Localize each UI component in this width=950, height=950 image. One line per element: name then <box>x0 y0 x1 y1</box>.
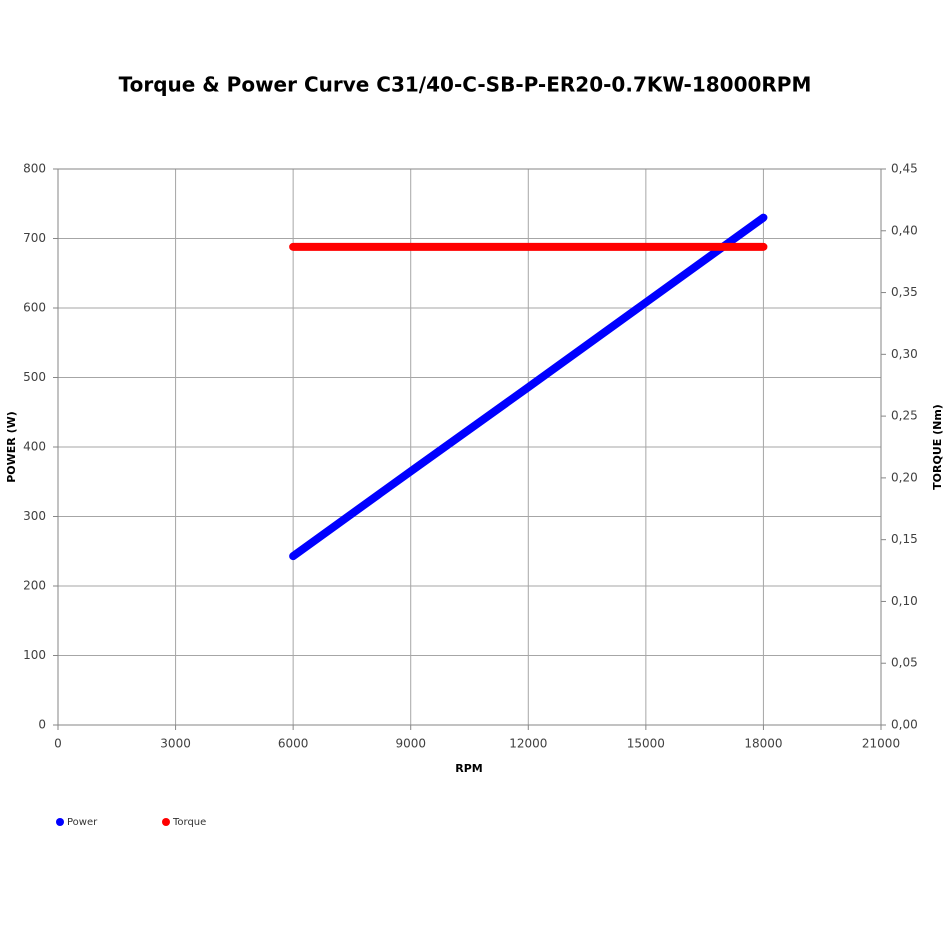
x-tick-label: 0 <box>54 737 62 751</box>
y2-tick-label: 0,10 <box>891 594 918 608</box>
legend-marker <box>162 818 170 826</box>
y2-tick-label: 0,05 <box>891 656 918 670</box>
y2-tick-label: 0,35 <box>891 285 918 299</box>
x-tick-label: 3000 <box>160 737 191 751</box>
y-tick-label: 500 <box>23 370 46 384</box>
y2-tick-label: 0,15 <box>891 532 918 546</box>
legend-label: Power <box>67 817 98 828</box>
y2-axis-title: TORQUE (Nm) <box>931 404 944 490</box>
legend-marker <box>56 818 64 826</box>
y-tick-label: 0 <box>38 718 46 732</box>
x-axis-title: RPM <box>455 762 482 775</box>
x-tick-label: 9000 <box>395 737 426 751</box>
y2-tick-label: 0,20 <box>891 470 918 484</box>
y2-tick-label: 0,40 <box>891 223 918 237</box>
y2-tick-label: 0,45 <box>891 162 918 176</box>
y-tick-label: 300 <box>23 509 46 523</box>
plot-border <box>57 168 882 726</box>
y-tick-label: 200 <box>23 579 46 593</box>
x-tick-label: 18000 <box>744 737 782 751</box>
x-tick-label: 15000 <box>627 737 665 751</box>
x-tick-label: 12000 <box>509 737 547 751</box>
y2-tick-label: 0,00 <box>891 718 918 732</box>
y-axis-title: POWER (W) <box>5 411 18 483</box>
y-tick-label: 600 <box>23 301 46 315</box>
x-tick-label: 21000 <box>862 737 900 751</box>
y2-tick-label: 0,30 <box>891 347 918 361</box>
y-tick-label: 100 <box>23 648 46 662</box>
x-tick-label: 6000 <box>278 737 309 751</box>
y-tick-label: 400 <box>23 440 46 454</box>
y2-tick-label: 0,25 <box>891 409 918 423</box>
y-tick-label: 700 <box>23 231 46 245</box>
legend-label: Torque <box>172 817 206 828</box>
chart-title: Torque & Power Curve C31/40-C-SB-P-ER20-… <box>119 73 812 97</box>
series-line <box>289 213 768 561</box>
y-tick-label: 800 <box>23 162 46 176</box>
